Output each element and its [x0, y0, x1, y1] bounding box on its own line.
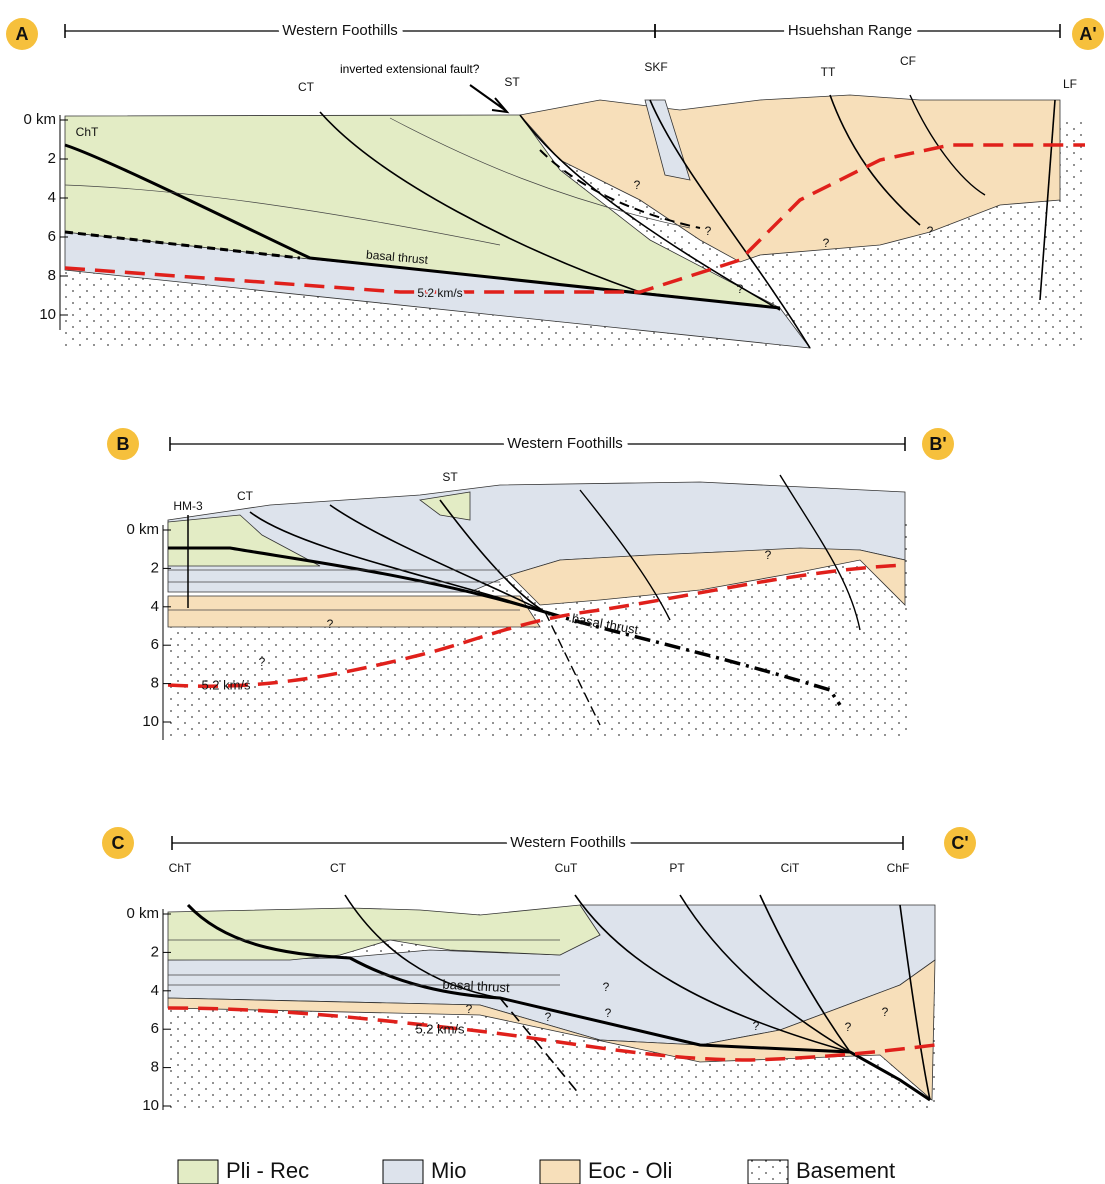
- label: Hsuehshan Range: [788, 22, 912, 39]
- label: 6: [48, 228, 56, 245]
- label: CT: [330, 861, 347, 875]
- label: CuT: [555, 861, 578, 875]
- label: 5.2 km/s: [415, 1021, 465, 1036]
- legend-swatch: [540, 1160, 580, 1184]
- annotation: inverted extensional fault?: [340, 62, 500, 102]
- label: ?: [634, 178, 641, 192]
- label: ?: [259, 655, 266, 669]
- label: 8: [151, 675, 159, 692]
- label: LF: [1063, 77, 1077, 91]
- label: HM-3: [173, 499, 203, 513]
- annotation-text: inverted extensional fault?: [340, 62, 480, 76]
- label: Western Foothills: [282, 22, 398, 39]
- label: 10: [142, 1097, 159, 1114]
- label: A: [16, 24, 29, 44]
- label: ?: [705, 224, 712, 238]
- label: 6: [151, 1020, 159, 1037]
- label: ?: [823, 236, 830, 250]
- label: ?: [882, 1005, 889, 1019]
- label: ?: [845, 1020, 852, 1034]
- label: C: [112, 833, 125, 853]
- label: 8: [151, 1059, 159, 1076]
- label: B: [117, 434, 130, 454]
- label: ST: [442, 470, 458, 484]
- label: 5.2 km/s: [201, 677, 251, 692]
- label: ChT: [76, 125, 99, 139]
- label: ?: [605, 1006, 612, 1020]
- label: 4: [151, 598, 159, 615]
- label: Western Foothills: [510, 834, 626, 851]
- legend-swatch: [383, 1160, 423, 1184]
- label: CT: [237, 489, 254, 503]
- label: CiT: [781, 861, 800, 875]
- label: 4: [151, 982, 159, 999]
- label: 8: [48, 267, 56, 284]
- label: A': [1079, 24, 1096, 44]
- label: Eoc - Oli: [588, 1158, 672, 1183]
- label: CT: [298, 80, 315, 94]
- label: B': [929, 434, 946, 454]
- label: ChF: [887, 861, 910, 875]
- label: Pli - Rec: [226, 1158, 309, 1183]
- label: TT: [821, 65, 836, 79]
- label: 10: [39, 306, 56, 323]
- label: ChT: [169, 861, 192, 875]
- label: 6: [151, 636, 159, 653]
- eocene-oligocene: [168, 596, 540, 627]
- label: Western Foothills: [507, 435, 623, 452]
- label: CF: [900, 54, 916, 68]
- legend-swatch: [748, 1160, 788, 1184]
- label: 0 km: [126, 521, 159, 538]
- label: Basement: [796, 1158, 895, 1183]
- label: 0 km: [126, 905, 159, 922]
- label: ?: [765, 548, 772, 562]
- label: ?: [603, 980, 610, 994]
- label: ?: [737, 282, 744, 296]
- label: 2: [151, 943, 159, 960]
- label: C': [951, 833, 968, 853]
- label: ?: [327, 617, 334, 631]
- label: ?: [545, 1010, 552, 1024]
- label: PT: [669, 861, 685, 875]
- cross-sections: A A' Western Foothills Hsuehshan Range 0 km 2…: [0, 0, 1105, 1184]
- label: ?: [466, 1002, 473, 1016]
- label: ?: [753, 1019, 760, 1033]
- label: ST: [504, 75, 520, 89]
- label: 2: [151, 559, 159, 576]
- label: Mio: [431, 1158, 466, 1183]
- label: 4: [48, 189, 56, 206]
- label: SKF: [644, 60, 667, 74]
- label: ?: [927, 224, 934, 238]
- label: 10: [142, 713, 159, 730]
- label: 0 km: [23, 111, 56, 128]
- label: 5.2 km/s: [417, 286, 462, 300]
- label: 2: [48, 150, 56, 167]
- legend-swatch: [178, 1160, 218, 1184]
